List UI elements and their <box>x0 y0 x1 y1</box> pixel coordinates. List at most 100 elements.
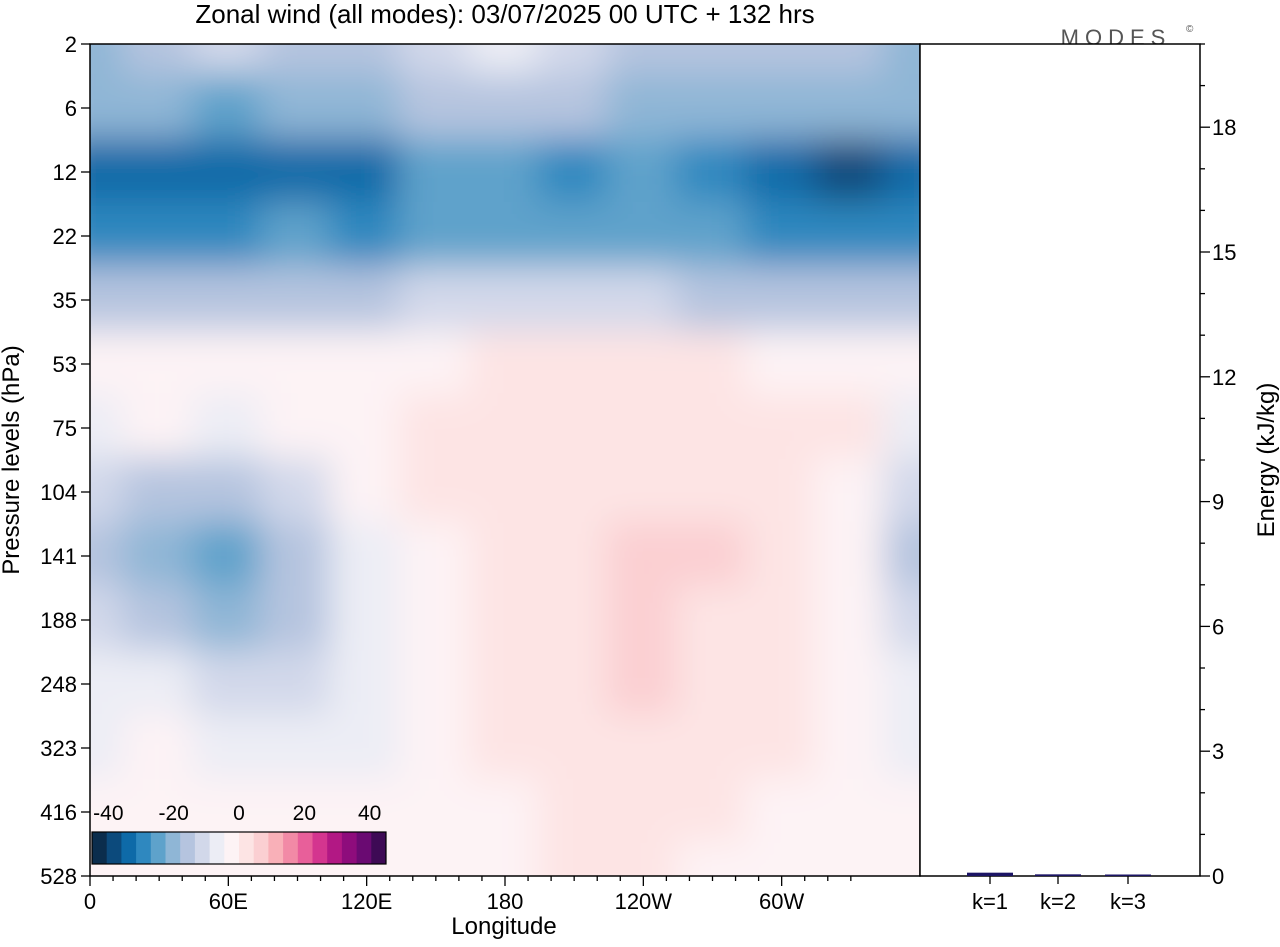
wind-cell <box>537 266 611 334</box>
wind-cell <box>883 44 920 78</box>
wind-cell <box>883 394 920 462</box>
wind-cell <box>675 522 750 590</box>
wind-cell <box>606 714 680 782</box>
wind-cell <box>260 586 335 654</box>
wind-field <box>90 44 920 876</box>
colorbar-swatch <box>356 832 372 864</box>
wind-cell <box>468 778 542 846</box>
wind-cell <box>90 650 127 718</box>
copyright-mark: © <box>1186 24 1194 35</box>
wind-cell <box>814 266 888 334</box>
colorbar-swatch <box>209 832 225 864</box>
wind-cell <box>90 330 127 398</box>
wind-cell <box>191 74 265 142</box>
wind-cell <box>675 74 750 142</box>
energy-bar <box>967 872 1013 876</box>
wind-cell <box>745 74 819 142</box>
wind-cell <box>537 138 611 206</box>
wind-cell <box>814 330 888 398</box>
wind-cell <box>468 394 542 462</box>
wind-cell <box>745 138 819 206</box>
wind-cell <box>675 44 750 78</box>
y-tick-label: 104 <box>40 480 77 505</box>
wind-cell <box>260 650 335 718</box>
wind-cell <box>606 522 680 590</box>
wind-cell <box>883 778 920 846</box>
wind-cell <box>399 522 473 590</box>
wind-cell <box>468 74 542 142</box>
wind-cell <box>606 458 680 526</box>
energy-axis-label: Energy (kJ/kg) <box>1253 383 1280 538</box>
wind-cell <box>883 266 920 334</box>
wind-cell <box>122 458 196 526</box>
wind-cell <box>814 74 888 142</box>
wind-cell <box>883 650 920 718</box>
colorbar-swatch <box>312 832 328 864</box>
wind-cell <box>191 202 265 270</box>
wind-cell <box>606 330 680 398</box>
wind-cell <box>745 394 819 462</box>
wind-cell <box>90 44 127 78</box>
wind-cell <box>537 202 611 270</box>
colorbar-swatch <box>268 832 284 864</box>
wind-cell <box>260 44 335 78</box>
wind-cell <box>883 74 920 142</box>
wind-cell <box>814 458 888 526</box>
wind-cell <box>330 394 404 462</box>
colorbar-swatch <box>253 832 269 864</box>
y-tick-label: 53 <box>53 352 77 377</box>
wind-cell <box>537 394 611 462</box>
wind-cell <box>883 842 920 876</box>
colorbar-swatch <box>371 832 387 864</box>
colorbar-swatch <box>283 832 299 864</box>
wind-cell <box>191 266 265 334</box>
wind-cell <box>814 778 888 846</box>
energy-tick-label: 0 <box>1212 864 1224 889</box>
y-tick-label: 323 <box>40 736 77 761</box>
wind-cell <box>814 650 888 718</box>
y-tick-label: 75 <box>53 416 77 441</box>
colorbar-swatch <box>194 832 211 864</box>
colorbar-swatch <box>180 832 196 864</box>
wind-cell <box>122 202 196 270</box>
wind-cell <box>468 650 542 718</box>
energy-tick-label: 3 <box>1212 739 1224 764</box>
wind-cell <box>814 522 888 590</box>
wind-cell <box>537 74 611 142</box>
wind-cell <box>330 202 404 270</box>
colorbar-swatch <box>224 832 240 864</box>
wind-cell <box>191 394 265 462</box>
wind-cell <box>675 266 750 334</box>
wind-cell <box>675 330 750 398</box>
wind-cell <box>537 522 611 590</box>
wind-cell <box>468 842 542 876</box>
wind-cell <box>537 458 611 526</box>
colorbar-tick-label: -20 <box>158 802 188 825</box>
wind-cell <box>675 714 750 782</box>
wind-cell <box>745 458 819 526</box>
wind-cell <box>260 458 335 526</box>
wind-cell <box>745 266 819 334</box>
wind-cell <box>468 138 542 206</box>
colorbar-swatch <box>121 832 137 864</box>
wind-cell <box>675 138 750 206</box>
wind-cell <box>675 778 750 846</box>
wind-cell <box>90 586 127 654</box>
energy-bar <box>1105 874 1151 876</box>
wind-cell <box>745 586 819 654</box>
wind-cell <box>745 714 819 782</box>
x-tick-label: 120E <box>341 889 392 914</box>
wind-cell <box>260 522 335 590</box>
wind-cell <box>330 44 404 78</box>
wind-cell <box>745 842 819 876</box>
energy-panel-frame <box>919 43 1201 877</box>
colorbar-swatch <box>297 832 313 864</box>
wind-cell <box>122 266 196 334</box>
wind-cell <box>606 778 680 846</box>
y-tick-label: 528 <box>40 864 77 889</box>
wind-cell <box>90 266 127 334</box>
colorbar-tick-label: 20 <box>293 802 316 825</box>
wind-cell <box>468 714 542 782</box>
wind-cell <box>883 330 920 398</box>
wind-cell <box>468 330 542 398</box>
